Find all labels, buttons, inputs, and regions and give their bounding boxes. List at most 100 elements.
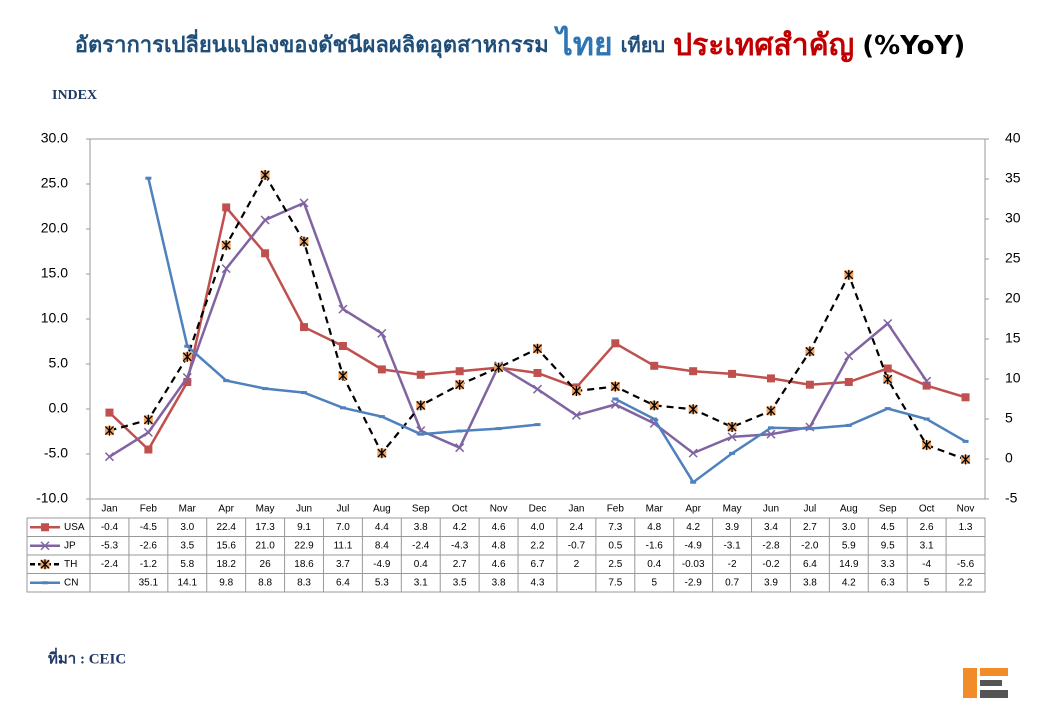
x-tick-label: Jan: [101, 504, 117, 515]
source: ที่มา : CEIC: [48, 647, 126, 667]
y-tick-label: 30.0: [41, 130, 68, 146]
data-label: 4.2: [686, 522, 700, 533]
data-label: -2: [728, 559, 737, 570]
data-label: 5.8: [180, 559, 194, 570]
data-label: 26: [260, 559, 272, 570]
marker-cross: [844, 269, 854, 280]
marker-cross: [883, 374, 893, 385]
marker-cross: [727, 422, 737, 432]
marker: [571, 410, 581, 420]
x-tick-label: May: [723, 504, 742, 515]
data-label: 9.5: [881, 540, 895, 551]
x-tick-label: Jul: [337, 504, 350, 515]
marker: [611, 339, 620, 348]
marker: [767, 426, 774, 430]
y-tick-label: 0.0: [49, 400, 69, 416]
y-tick-label: 25.0: [41, 175, 68, 191]
title-part: ประเทศสำคัญ: [673, 28, 854, 63]
marker: [688, 448, 698, 458]
data-label: 1.3: [959, 522, 973, 533]
data-label: 6.4: [803, 559, 817, 570]
x-tick-label: Apr: [685, 504, 701, 515]
data-label: 18.6: [294, 559, 314, 570]
x-tick-label: Mar: [646, 504, 664, 515]
data-label: 0.4: [414, 559, 428, 570]
marker: [455, 379, 465, 390]
marker: [105, 408, 114, 417]
marker: [650, 361, 659, 370]
marker: [455, 443, 465, 453]
data-label: 2.2: [959, 577, 973, 588]
marker: [571, 386, 581, 396]
marker: [844, 378, 853, 386]
marker: [143, 414, 153, 425]
data-label: 5: [924, 577, 930, 588]
y-tick-label: 15.0: [41, 265, 68, 281]
data-label: 6.7: [531, 559, 545, 570]
data-label: -2.9: [685, 577, 703, 588]
marker: [845, 423, 852, 427]
data-label: -4.5: [140, 522, 158, 533]
data-label: 0.7: [725, 577, 739, 588]
marker: [338, 304, 348, 314]
y2-tick-label: 40: [1005, 130, 1021, 146]
marker-cross: [766, 405, 776, 416]
marker: [844, 269, 854, 280]
marker: [961, 393, 970, 402]
data-label: 35.1: [139, 577, 159, 588]
data-label: 6.4: [336, 577, 350, 588]
logo: [963, 668, 1008, 698]
data-label: 2.7: [803, 522, 817, 533]
data-label: -1.6: [646, 540, 664, 551]
series: [104, 198, 932, 462]
marker: [610, 381, 620, 392]
marker: [766, 429, 776, 439]
data-label: 2.2: [531, 540, 545, 551]
marker-cross: [455, 379, 465, 390]
marker-cross: [688, 404, 698, 415]
data-label: 17.3: [255, 522, 275, 533]
marker: [182, 372, 192, 383]
data-label: 2.4: [569, 522, 583, 533]
data-label: 3.5: [453, 577, 467, 588]
data-label: 3.8: [414, 522, 428, 533]
data-label: -2.4: [101, 559, 119, 570]
marker: [338, 342, 347, 350]
marker: [455, 367, 464, 376]
x-tick-label: Apr: [218, 504, 234, 515]
legend-label: USA: [64, 522, 85, 533]
chart-title: อัตราการเปลี่ยนแปลงของดัชนีผลผลิตอุตสาหก…: [75, 25, 965, 63]
marker: [533, 343, 542, 354]
y-tick-label: 10.0: [41, 310, 68, 326]
marker: [688, 404, 698, 415]
data-label: -0.7: [568, 540, 586, 551]
marker: [805, 380, 814, 389]
y2-tick-label: 35: [1005, 170, 1021, 186]
y2-tick-label: 0: [1005, 450, 1013, 466]
marker: [923, 417, 930, 421]
marker: [534, 423, 541, 427]
legend-marker: [40, 559, 50, 570]
marker: [883, 318, 893, 329]
data-label: -2.0: [801, 540, 819, 551]
marker-cross: [416, 400, 426, 411]
data-label: 4.8: [492, 540, 506, 551]
data-label: 9.1: [297, 522, 311, 533]
data-label: 3.4: [764, 522, 778, 533]
marker: [184, 344, 191, 348]
marker: [416, 370, 425, 379]
x-tick-label: Feb: [140, 504, 158, 515]
marker: [883, 364, 892, 373]
data-label: 4.6: [492, 559, 506, 570]
marker: [223, 379, 230, 383]
marker-cross: [805, 346, 815, 357]
y2-tick-label: 10: [1005, 370, 1021, 386]
marker: [104, 425, 114, 436]
marker: [143, 427, 153, 437]
marker: [377, 328, 387, 338]
x-tick-label: Jul: [803, 504, 816, 515]
y2-tick-label: -5: [1005, 490, 1018, 506]
data-label: -3.1: [723, 540, 741, 551]
marker: [338, 370, 348, 381]
data-label: 4.2: [842, 577, 856, 588]
